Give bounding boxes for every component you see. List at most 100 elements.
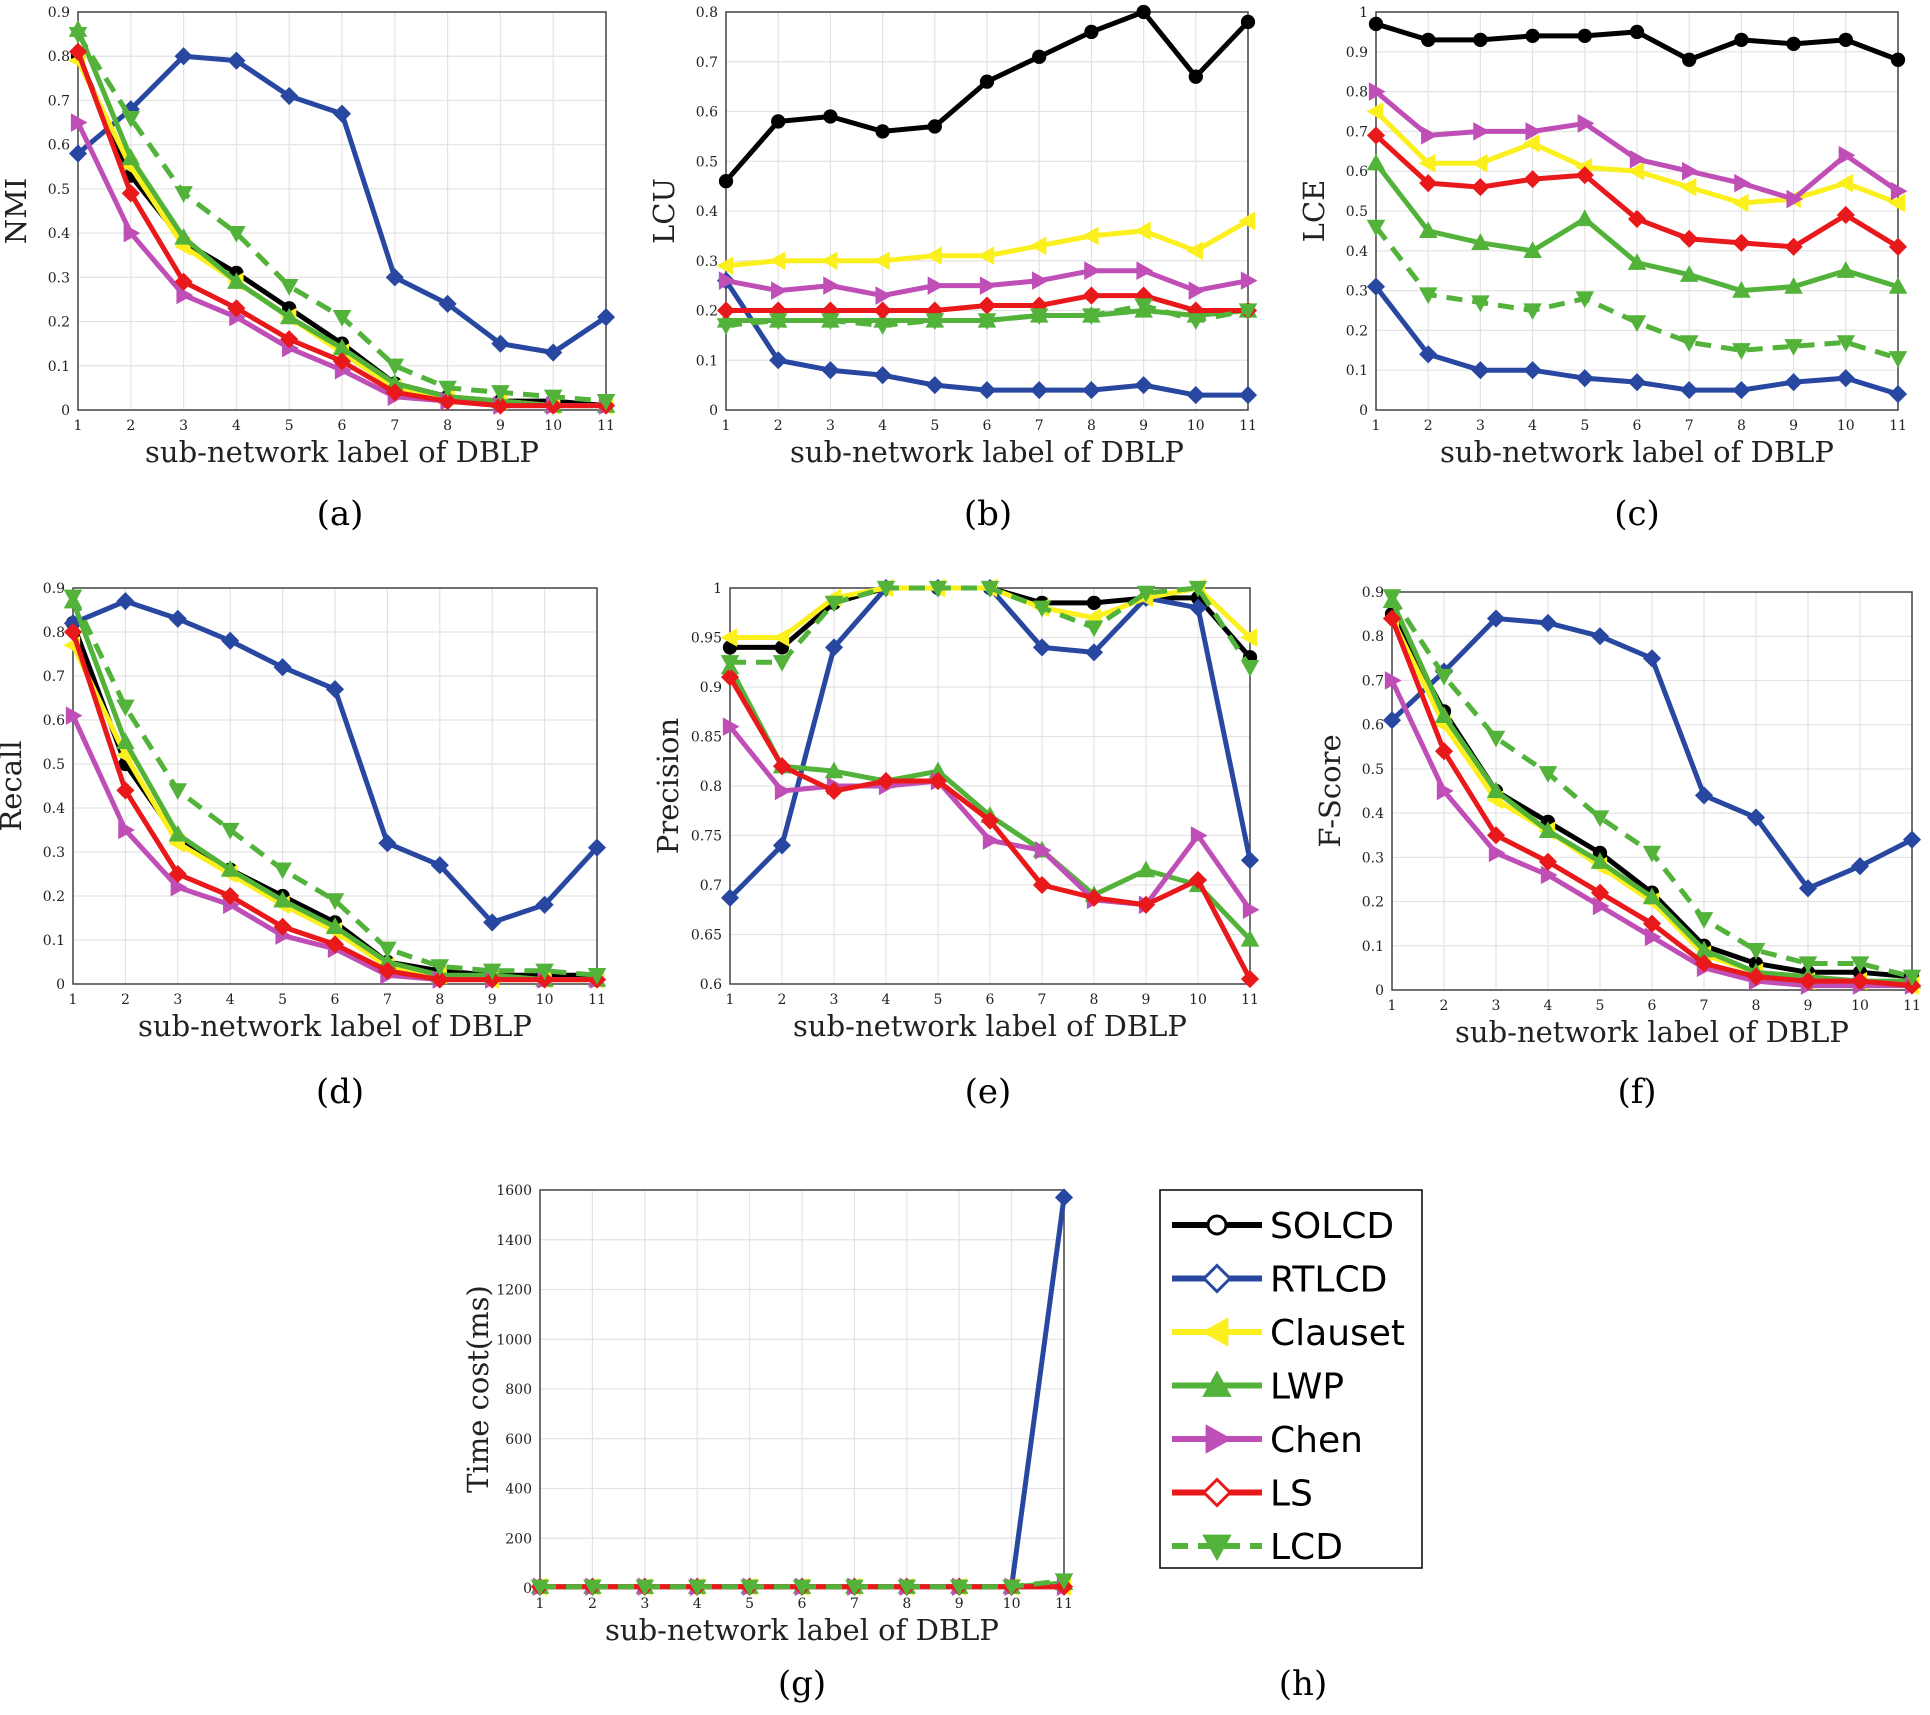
data-point-ls [1188, 870, 1208, 890]
data-point-rtlcd [483, 913, 502, 932]
y-tick-label: 0.1 [48, 359, 70, 375]
y-tick-label: 0.2 [1362, 895, 1384, 911]
y-tick-label: 0.8 [700, 779, 722, 795]
data-point-rtlcd [769, 351, 788, 370]
legend-label: LWP [1270, 1367, 1344, 1408]
data-point-rtlcd [1186, 386, 1205, 405]
x-axis-label: sub-network label of DBLP [605, 1613, 999, 1647]
y-tick-label: 0.4 [48, 226, 70, 242]
y-tick-label: 0.2 [43, 889, 65, 905]
data-point-ls [491, 396, 510, 415]
y-tick-label: 0.2 [696, 304, 718, 320]
data-point-lcd [1486, 730, 1506, 748]
data-point-ls [221, 886, 240, 906]
data-point-lwp [1434, 706, 1454, 723]
data-point-rtlcd [1030, 381, 1049, 400]
legend-marker-icon [1201, 1263, 1233, 1294]
data-point-lcd [63, 589, 83, 607]
data-point-lcd [121, 110, 141, 128]
data-point-ls [1784, 237, 1803, 256]
data-point-ls [1382, 609, 1402, 628]
y-tick-label: 800 [505, 1382, 532, 1398]
data-point-clauset [1731, 193, 1749, 213]
data-point-chen [123, 223, 141, 243]
x-tick-label: 8 [902, 1596, 911, 1612]
data-point-clauset [925, 246, 942, 266]
data-point-lcd [1002, 1579, 1021, 1597]
data-point-lwp [1784, 277, 1803, 294]
data-point-lwp [824, 761, 844, 779]
legend-label: Clauset [1270, 1313, 1405, 1354]
data-point-ls [1082, 286, 1101, 305]
x-tick-label: 6 [1648, 998, 1657, 1014]
series-rtlcd [1366, 277, 1908, 404]
data-point-lcd [772, 655, 792, 672]
y-tick-label: 0.9 [48, 5, 70, 21]
x-tick-label: 4 [226, 992, 235, 1008]
x-tick-label: 4 [232, 418, 241, 434]
x-tick-label: 8 [435, 992, 444, 1008]
data-point-lwp [325, 917, 345, 934]
data-point-lwp [1679, 265, 1699, 282]
x-axis-label: sub-network label of DBLP [790, 435, 1184, 469]
data-point-ls [168, 864, 187, 884]
series-lcd [68, 26, 616, 411]
data-point-chen [718, 271, 736, 290]
data-point-rtlcd [1784, 373, 1803, 392]
data-point-ls [720, 668, 740, 687]
data-point-solcd [927, 119, 942, 134]
data-point-ls [273, 917, 292, 936]
legend-marker-icon [1202, 1370, 1232, 1397]
data-point-solcd [771, 114, 786, 129]
data-point-clauset [873, 251, 890, 271]
data-point-ls [1240, 969, 1260, 989]
x-tick-label: 6 [338, 418, 347, 434]
data-point-lcd [1032, 600, 1052, 618]
series-lcd [530, 1573, 1074, 1597]
data-point-clauset [1238, 211, 1256, 231]
data-point-lcd [325, 893, 345, 910]
data-point-solcd [1786, 36, 1801, 51]
data-point-rtlcd [273, 658, 292, 677]
x-tick-label: 10 [1187, 418, 1205, 434]
data-point-chen [1188, 281, 1206, 300]
data-point-lcd [438, 380, 457, 398]
legend-box [1159, 1189, 1423, 1569]
data-point-clauset [1627, 161, 1645, 181]
x-tick-label: 10 [1851, 998, 1869, 1014]
data-point-lwp [168, 824, 188, 842]
x-tick-label: 5 [934, 992, 943, 1008]
x-tick-label: 3 [830, 992, 839, 1008]
x-tick-label: 4 [1544, 998, 1553, 1014]
data-point-ls [1836, 205, 1855, 225]
x-tick-label: 6 [331, 992, 340, 1008]
x-tick-label: 9 [955, 1596, 964, 1612]
data-point-rtlcd [1836, 369, 1855, 388]
legend-label: LCD [1270, 1527, 1343, 1568]
data-point-lcd [1434, 668, 1454, 686]
data-point-ls [332, 352, 352, 371]
y-tick-label: 0.9 [700, 680, 722, 696]
x-tick-label: 6 [986, 992, 995, 1008]
data-point-rtlcd [1382, 711, 1402, 730]
axes-box-c [1375, 11, 1899, 411]
data-point-chen [1421, 126, 1438, 145]
data-point-lwp [1836, 261, 1856, 278]
x-tick-label: 10 [1189, 992, 1207, 1008]
x-tick-label: 8 [443, 418, 452, 434]
data-point-ls [1694, 954, 1714, 973]
data-point-rtlcd [1523, 361, 1542, 380]
data-point-clauset [1186, 241, 1203, 261]
data-point-rtlcd [1627, 373, 1647, 392]
data-point-lcd [1798, 956, 1818, 974]
y-tick-label: 0.5 [696, 154, 718, 170]
data-point-rtlcd [68, 144, 88, 163]
data-point-rtlcd [1850, 857, 1870, 876]
data-point-lcd [530, 1579, 550, 1597]
data-point-lcd [821, 313, 840, 330]
data-point-lcd [430, 959, 450, 976]
data-point-chen [1540, 865, 1558, 885]
axes-box-f [1391, 591, 1913, 991]
data-point-rtlcd [977, 381, 997, 400]
